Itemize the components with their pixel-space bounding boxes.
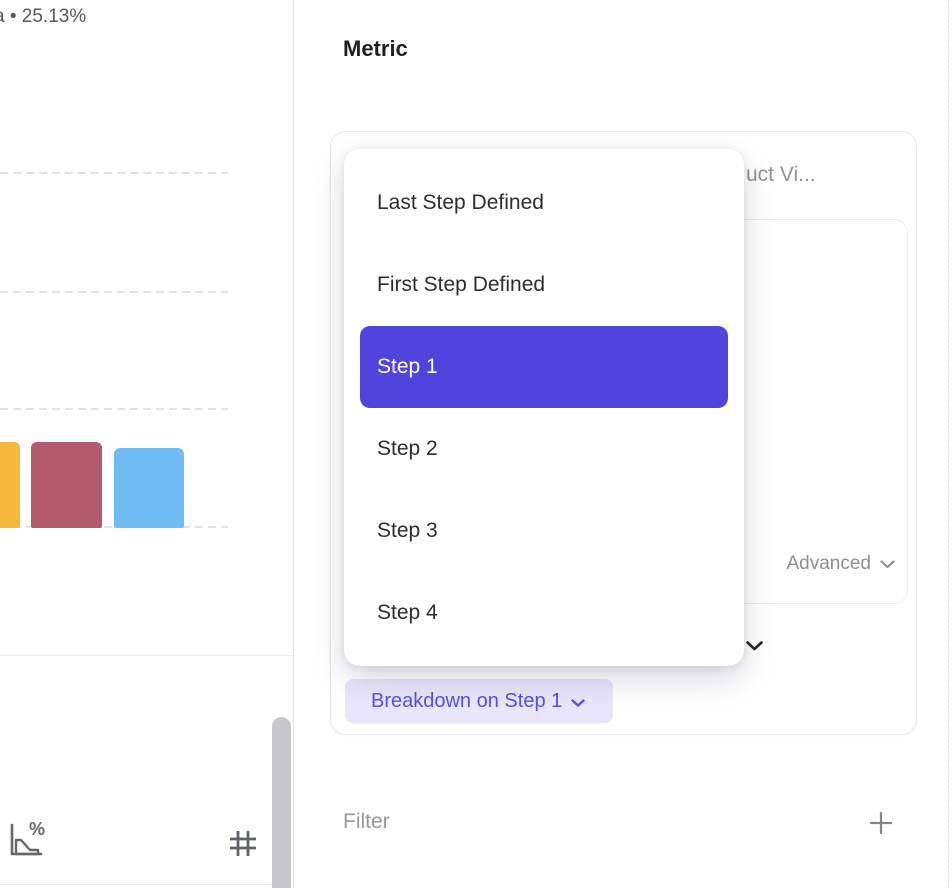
- bar-segment-blue[interactable]: [114, 448, 184, 528]
- section-divider: [0, 884, 271, 885]
- right-edge-guide: [948, 0, 949, 888]
- breakdown-on-step-button[interactable]: Breakdown on Step 1: [345, 679, 613, 723]
- step-select-dropdown: Last Step Defined First Step Defined Ste…: [344, 149, 744, 666]
- dropdown-option-step-1-selected[interactable]: Step 1: [360, 326, 728, 408]
- dropdown-option-step-3[interactable]: Step 3: [377, 519, 438, 542]
- advanced-label: Advanced: [786, 553, 871, 574]
- chart-pane: a • 25.13% %: [0, 0, 293, 888]
- gridline: [0, 408, 228, 410]
- add-filter-plus-icon[interactable]: [868, 810, 894, 836]
- advanced-toggle[interactable]: Advanced: [786, 553, 895, 575]
- svg-text:%: %: [29, 819, 45, 839]
- dropdown-option-first-step-defined[interactable]: First Step Defined: [377, 273, 546, 296]
- dropdown-option-step-2[interactable]: Step 2: [377, 437, 438, 460]
- chevron-down-icon: [571, 690, 585, 713]
- vertical-scrollbar-thumb[interactable]: [272, 717, 291, 888]
- bar-segment-yellow[interactable]: [0, 442, 20, 528]
- gridline: [0, 291, 228, 293]
- metric-section-title: Metric: [343, 36, 408, 61]
- legend-conversion-text: a • 25.13%: [0, 6, 87, 27]
- chevron-down-icon: [880, 553, 895, 575]
- section-divider: [0, 655, 293, 656]
- number-grid-icon[interactable]: [227, 829, 258, 863]
- filter-section-title: Filter: [343, 810, 390, 833]
- dropdown-option-step-4[interactable]: Step 4: [377, 601, 438, 624]
- dropdown-option-last-step-defined[interactable]: Last Step Defined: [377, 191, 544, 214]
- pane-divider: [293, 0, 294, 888]
- gridline: [0, 172, 228, 174]
- bar-segment-maroon[interactable]: [31, 442, 102, 528]
- funnel-percent-chart-icon[interactable]: %: [7, 818, 45, 865]
- breakdown-button-label: Breakdown on Step 1: [371, 689, 563, 712]
- event-name-truncated[interactable]: uct Vi...: [746, 163, 816, 186]
- collapse-section-chevron-down-icon[interactable]: [746, 638, 763, 656]
